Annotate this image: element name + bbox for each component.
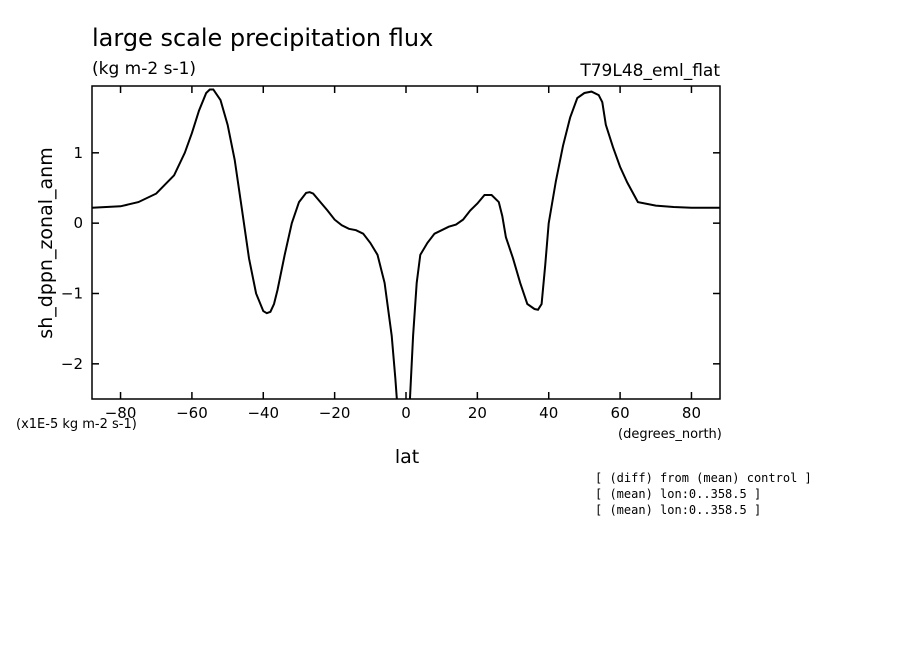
x-units-label: (degrees_north) bbox=[618, 427, 722, 442]
footer-note-2: [ (mean) lon:0..358.5 ] bbox=[595, 487, 761, 501]
y-scale-note: (x1E-5 kg m-2 s-1) bbox=[16, 417, 137, 432]
y-axis-ticks: −2 −1 0 1 bbox=[61, 144, 720, 373]
footer-note-3: [ (mean) lon:0..358.5 ] bbox=[595, 503, 761, 517]
experiment-label: T79L48_eml_flat bbox=[579, 61, 720, 81]
series-line bbox=[92, 88, 720, 399]
y-tick-label: 1 bbox=[73, 144, 83, 162]
x-tick-label: −80 bbox=[105, 404, 137, 422]
x-tick-label: 20 bbox=[468, 404, 487, 422]
y-tick-label: −1 bbox=[61, 284, 83, 302]
x-tick-label: 0 bbox=[401, 404, 411, 422]
x-tick-label: 80 bbox=[682, 404, 701, 422]
y-axis-label: sh_dppn_zonal_anm bbox=[35, 147, 57, 338]
x-tick-label: −40 bbox=[247, 404, 279, 422]
x-axis-ticks: −80 −60 −40 −20 0 20 40 60 80 bbox=[105, 86, 701, 422]
y-tick-label: 0 bbox=[73, 214, 83, 232]
y-tick-label: −2 bbox=[61, 355, 83, 373]
x-axis-label: lat bbox=[395, 446, 419, 468]
x-tick-label: −20 bbox=[319, 404, 351, 422]
x-tick-label: 60 bbox=[611, 404, 630, 422]
plot-frame bbox=[91, 85, 721, 400]
chart-title: large scale precipitation flux bbox=[92, 24, 433, 52]
x-tick-label: −60 bbox=[176, 404, 208, 422]
x-tick-label: 40 bbox=[539, 404, 558, 422]
footer-note-1: [ (diff) from (mean) control ] bbox=[595, 471, 812, 485]
chart-subtitle: (kg m-2 s-1) bbox=[92, 59, 196, 79]
